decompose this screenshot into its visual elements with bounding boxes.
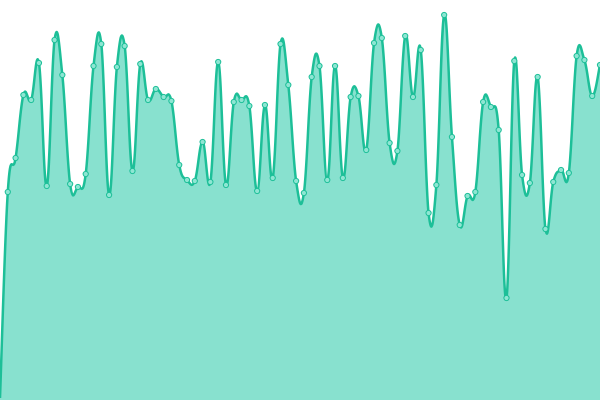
point-marker [464,192,471,200]
point-marker [386,139,393,147]
point-marker [565,169,572,177]
point-marker [339,174,346,182]
point-marker [176,161,183,169]
point-marker [137,60,144,68]
point-marker [285,81,292,89]
point-marker [433,181,440,189]
point-marker [51,36,58,44]
point-marker [74,183,82,191]
point-marker [503,294,510,302]
point-marker [308,73,315,81]
point-marker [98,40,105,48]
point-marker [518,171,526,179]
point-marker [394,147,401,155]
point-marker [129,167,136,175]
point-marker [90,62,97,70]
point-marker [191,177,198,185]
point-marker [363,146,370,154]
point-marker [144,96,152,104]
point-marker [254,187,261,195]
point-marker [480,98,487,106]
point-marker [43,182,50,190]
point-marker [113,63,120,71]
point-marker [105,191,113,199]
point-marker [472,188,479,196]
point-marker [402,32,409,40]
point-marker [20,91,27,99]
point-marker [199,138,206,146]
point-marker [324,176,331,184]
point-marker [183,176,191,184]
area-line [0,13,600,399]
point-marker [67,180,74,188]
point-marker [550,178,557,186]
point-marker [378,34,385,42]
point-marker [347,93,354,101]
point-marker [4,188,11,196]
point-marker [331,62,339,70]
point-marker [456,221,463,229]
point-marker [441,11,448,19]
point-marker [596,61,600,69]
point-marker [12,154,19,162]
point-marker [152,85,159,93]
point-marker [526,179,533,187]
point-marker [82,170,89,178]
point-marker [425,209,432,217]
point-marker [409,93,417,101]
point-marker [300,189,307,197]
point-marker [215,58,222,66]
point-marker [28,96,35,104]
point-marker [557,166,565,174]
point-marker [230,98,237,106]
point-marker [316,62,323,70]
point-marker [417,46,424,54]
point-marker [370,39,378,47]
point-marker [246,102,253,110]
point-marker [59,71,66,79]
point-marker [269,174,276,182]
point-marker [293,177,300,185]
point-marker [589,92,596,100]
point-marker [121,42,128,50]
point-marker [277,40,284,48]
point-marker [238,96,245,104]
point-marker [35,59,43,67]
point-marker [511,57,518,65]
point-marker [448,133,456,141]
point-marker [542,225,549,233]
point-marker [581,56,588,64]
point-marker [168,97,175,105]
point-marker [534,73,541,81]
point-marker [222,181,230,189]
point-marker [261,101,269,109]
point-marker [160,93,167,101]
point-marker [495,126,502,134]
point-marker [355,92,362,100]
point-marker [573,52,580,60]
point-marker [207,178,214,186]
point-marker [487,103,495,111]
